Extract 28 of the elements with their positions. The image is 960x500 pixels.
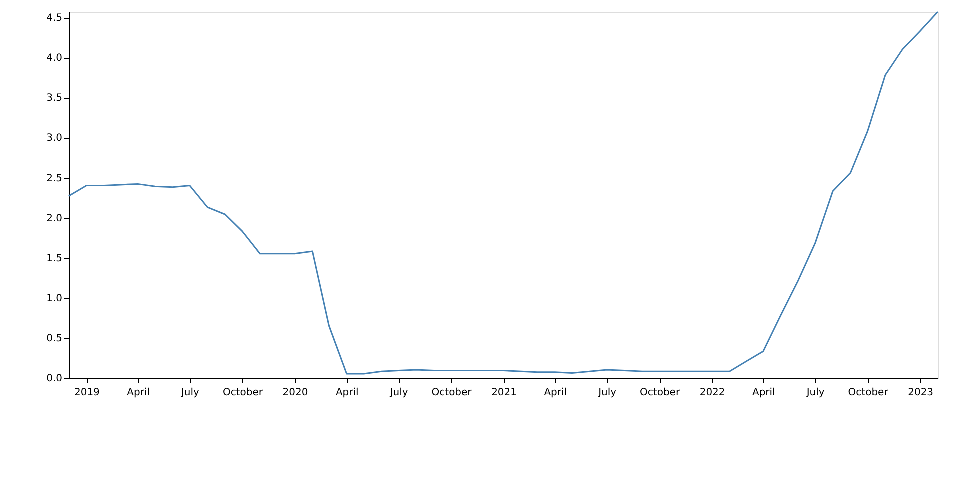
x-tick-label: October [432, 388, 473, 398]
x-tick-label: April [127, 388, 150, 398]
x-tick-label: 2023 [908, 388, 934, 398]
y-tick-label: 2.0 [46, 213, 62, 224]
x-tick-label: October [222, 388, 264, 398]
x-tick-label: October [848, 388, 890, 398]
x-tick-label: July [806, 388, 825, 398]
x-tick-label: July [598, 388, 617, 398]
x-tick-label: 2022 [700, 388, 726, 398]
y-tick-label: 0.5 [46, 333, 62, 344]
x-tick-label: 2020 [282, 388, 308, 398]
x-tick-label: April [752, 388, 776, 398]
y-tick-label: 3.0 [46, 133, 62, 144]
x-tick-label: 2019 [74, 388, 100, 398]
y-tick-label: 0.0 [46, 374, 62, 384]
x-tick-label: April [544, 388, 568, 398]
y-tick-label: 3.5 [46, 93, 62, 104]
line-series [68, 11, 939, 375]
x-tick-label: April [336, 388, 359, 398]
y-tick-label: 1.0 [46, 293, 62, 304]
x-tick-label: 2021 [492, 388, 518, 398]
y-tick-label: 4.5 [46, 13, 62, 24]
y-tick-label: 1.5 [46, 253, 62, 264]
y-tick-label: 2.5 [46, 173, 62, 184]
x-tick-label: October [640, 388, 681, 398]
y-tick-label: 4.0 [46, 53, 62, 64]
x-tick-label: July [389, 388, 408, 398]
x-tick-label: July [180, 388, 200, 398]
